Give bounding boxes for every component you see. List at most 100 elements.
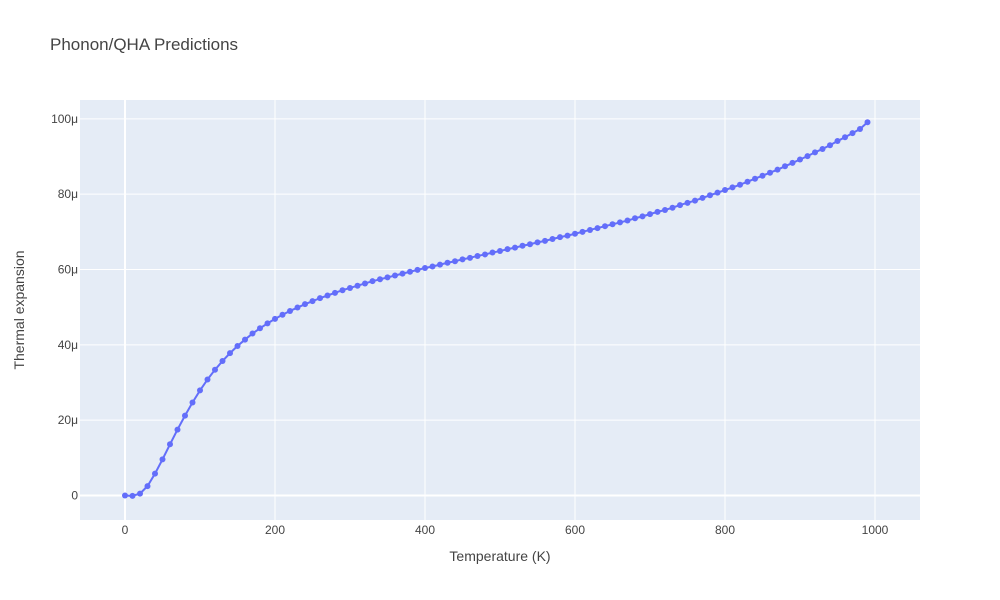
data-point[interactable] <box>767 169 773 176</box>
data-point[interactable] <box>444 259 451 266</box>
data-point[interactable] <box>617 219 623 226</box>
data-point[interactable] <box>527 241 533 248</box>
data-point[interactable] <box>399 270 406 277</box>
data-point[interactable] <box>272 315 278 322</box>
data-point[interactable] <box>302 301 308 308</box>
data-point[interactable] <box>819 145 826 152</box>
data-point[interactable] <box>377 276 383 283</box>
data-point[interactable] <box>722 187 728 194</box>
data-point[interactable] <box>699 194 706 201</box>
data-point[interactable] <box>137 490 143 497</box>
data-point[interactable] <box>864 119 871 126</box>
data-point[interactable] <box>122 492 128 499</box>
data-point[interactable] <box>287 307 293 314</box>
data-point[interactable] <box>759 172 766 179</box>
data-point[interactable] <box>549 235 556 242</box>
data-point[interactable] <box>182 412 188 419</box>
data-point[interactable] <box>587 226 593 233</box>
data-point[interactable] <box>407 268 413 275</box>
data-point[interactable] <box>392 272 398 279</box>
data-point[interactable] <box>474 252 481 259</box>
data-point[interactable] <box>264 320 271 327</box>
data-point[interactable] <box>332 289 338 296</box>
data-point[interactable] <box>197 387 203 394</box>
data-point[interactable] <box>782 163 788 170</box>
data-point[interactable] <box>789 159 796 166</box>
data-point[interactable] <box>437 261 443 268</box>
data-point[interactable] <box>557 234 563 241</box>
data-point[interactable] <box>827 142 833 149</box>
data-point[interactable] <box>339 287 346 294</box>
data-point[interactable] <box>204 376 211 383</box>
data-point[interactable] <box>639 213 646 220</box>
data-point[interactable] <box>714 189 721 196</box>
data-point[interactable] <box>489 249 496 256</box>
data-point[interactable] <box>257 325 263 332</box>
data-point[interactable] <box>459 256 466 263</box>
data-point[interactable] <box>579 228 586 235</box>
data-point[interactable] <box>752 175 758 182</box>
data-point[interactable] <box>519 242 526 249</box>
data-point[interactable] <box>159 456 166 463</box>
data-point[interactable] <box>227 350 233 357</box>
data-point[interactable] <box>249 330 256 337</box>
data-point[interactable] <box>467 254 473 261</box>
data-point[interactable] <box>167 441 173 448</box>
data-point[interactable] <box>294 304 301 311</box>
data-point[interactable] <box>692 197 698 204</box>
data-point[interactable] <box>174 426 181 433</box>
data-point[interactable] <box>219 358 226 365</box>
data-point[interactable] <box>482 251 488 258</box>
data-point[interactable] <box>662 206 668 213</box>
data-point[interactable] <box>804 153 811 160</box>
data-point[interactable] <box>594 225 601 232</box>
data-point[interactable] <box>774 166 781 173</box>
data-point[interactable] <box>129 492 136 499</box>
data-point[interactable] <box>429 263 436 270</box>
data-point[interactable] <box>212 366 218 373</box>
data-point[interactable] <box>857 126 863 133</box>
data-point[interactable] <box>452 258 458 265</box>
data-point[interactable] <box>849 130 856 137</box>
data-point[interactable] <box>834 138 841 145</box>
data-point[interactable] <box>497 248 503 255</box>
data-point[interactable] <box>797 156 803 163</box>
data-point[interactable] <box>624 217 631 224</box>
data-point[interactable] <box>422 265 428 271</box>
data-point[interactable] <box>354 282 361 289</box>
data-point[interactable] <box>362 280 368 287</box>
data-point[interactable] <box>279 311 286 318</box>
data-point[interactable] <box>707 192 713 199</box>
data-point[interactable] <box>414 266 421 273</box>
data-point[interactable] <box>504 246 511 253</box>
data-point[interactable] <box>534 239 541 246</box>
data-point[interactable] <box>189 399 196 406</box>
data-point[interactable] <box>512 244 518 251</box>
data-point[interactable] <box>602 223 608 230</box>
data-point[interactable] <box>669 204 676 211</box>
data-point[interactable] <box>144 483 151 490</box>
data-point[interactable] <box>609 221 616 228</box>
data-point[interactable] <box>842 134 848 141</box>
data-point[interactable] <box>632 215 638 222</box>
data-point[interactable] <box>347 284 353 291</box>
data-point[interactable] <box>317 295 323 302</box>
data-point[interactable] <box>542 237 548 244</box>
data-point[interactable] <box>572 230 578 237</box>
data-point[interactable] <box>309 298 316 305</box>
data-point[interactable] <box>242 336 248 343</box>
data-point[interactable] <box>324 292 331 299</box>
data-point[interactable] <box>677 202 683 209</box>
data-point[interactable] <box>369 278 376 285</box>
data-point[interactable] <box>384 274 391 281</box>
data-point[interactable] <box>744 178 751 185</box>
data-point[interactable] <box>152 470 158 477</box>
data-point[interactable] <box>234 342 241 349</box>
data-point[interactable] <box>737 181 743 188</box>
data-point[interactable] <box>647 211 653 218</box>
data-point[interactable] <box>654 208 661 215</box>
data-point[interactable] <box>729 184 736 191</box>
data-point[interactable] <box>564 232 571 239</box>
data-point[interactable] <box>684 199 691 206</box>
data-point[interactable] <box>812 149 818 156</box>
